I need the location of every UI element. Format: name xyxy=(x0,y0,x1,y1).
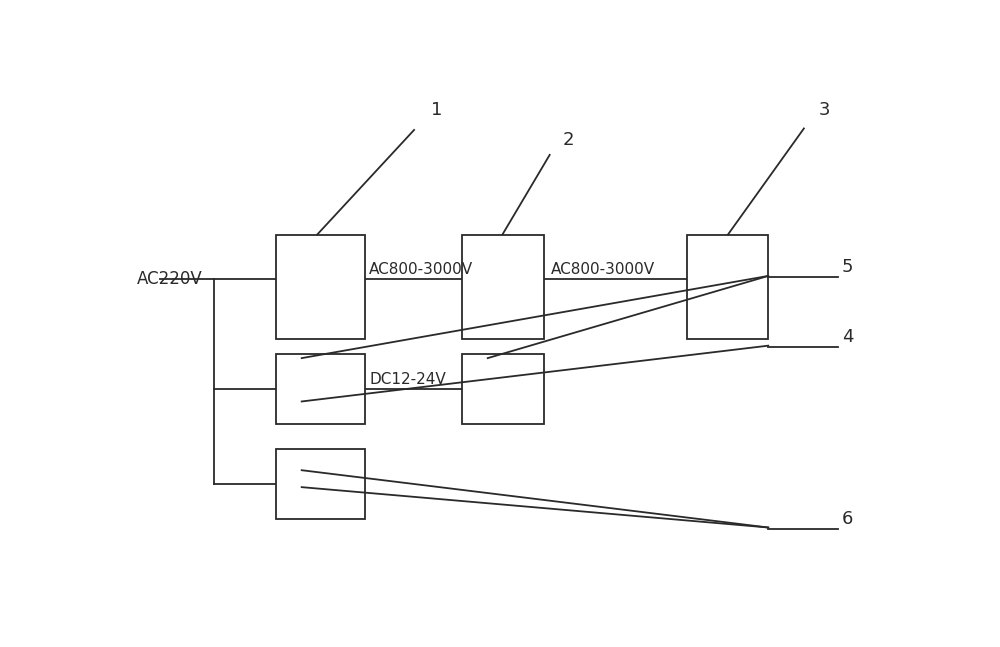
Bar xyxy=(276,449,365,518)
Text: 6: 6 xyxy=(842,510,853,527)
Text: 1: 1 xyxy=(431,101,442,119)
Bar xyxy=(462,354,544,424)
Bar xyxy=(276,235,365,339)
Text: AC220V: AC220V xyxy=(137,270,202,289)
Text: 2: 2 xyxy=(563,131,574,149)
Bar xyxy=(276,354,365,424)
Text: 4: 4 xyxy=(842,327,853,345)
Text: AC800-3000V: AC800-3000V xyxy=(369,262,473,277)
Text: AC800-3000V: AC800-3000V xyxy=(551,262,655,277)
Text: DC12-24V: DC12-24V xyxy=(370,371,447,386)
Text: 3: 3 xyxy=(819,101,830,119)
Bar xyxy=(687,235,768,339)
Text: 5: 5 xyxy=(842,258,853,276)
Bar xyxy=(462,235,544,339)
